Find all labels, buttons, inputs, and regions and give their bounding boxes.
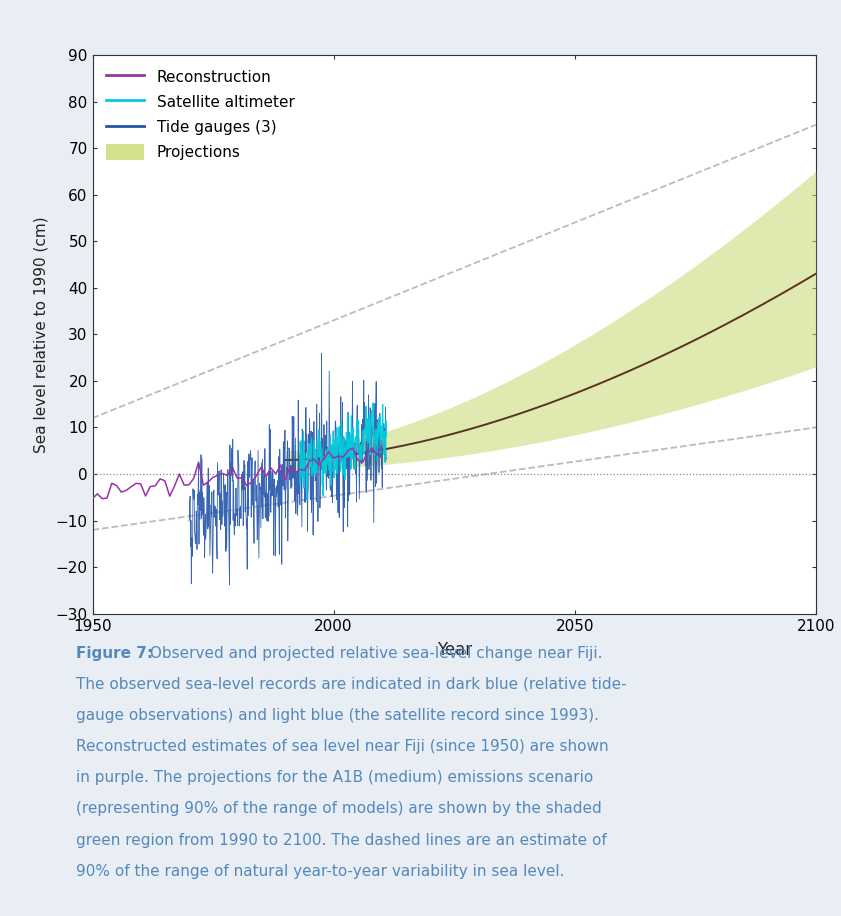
X-axis label: Year: Year (436, 640, 472, 659)
Text: in purple. The projections for the A1B (medium) emissions scenario: in purple. The projections for the A1B (… (76, 770, 593, 785)
Text: Reconstructed estimates of sea level near Fiji (since 1950) are shown: Reconstructed estimates of sea level nea… (76, 739, 608, 754)
Text: The observed sea-level records are indicated in dark blue (relative tide-: The observed sea-level records are indic… (76, 677, 627, 692)
Text: 90% of the range of natural year-to-year variability in sea level.: 90% of the range of natural year-to-year… (76, 864, 564, 878)
Y-axis label: Sea level relative to 1990 (cm): Sea level relative to 1990 (cm) (34, 216, 49, 453)
Text: (representing 90% of the range of models) are shown by the shaded: (representing 90% of the range of models… (76, 802, 601, 816)
Text: Observed and projected relative sea-level change near Fiji.: Observed and projected relative sea-leve… (145, 646, 603, 660)
Text: gauge observations) and light blue (the satellite record since 1993).: gauge observations) and light blue (the … (76, 708, 599, 723)
Text: green region from 1990 to 2100. The dashed lines are an estimate of: green region from 1990 to 2100. The dash… (76, 833, 606, 847)
Legend: Reconstruction, Satellite altimeter, Tide gauges (3), Projections: Reconstruction, Satellite altimeter, Tid… (100, 62, 301, 167)
Text: Figure 7:: Figure 7: (76, 646, 153, 660)
